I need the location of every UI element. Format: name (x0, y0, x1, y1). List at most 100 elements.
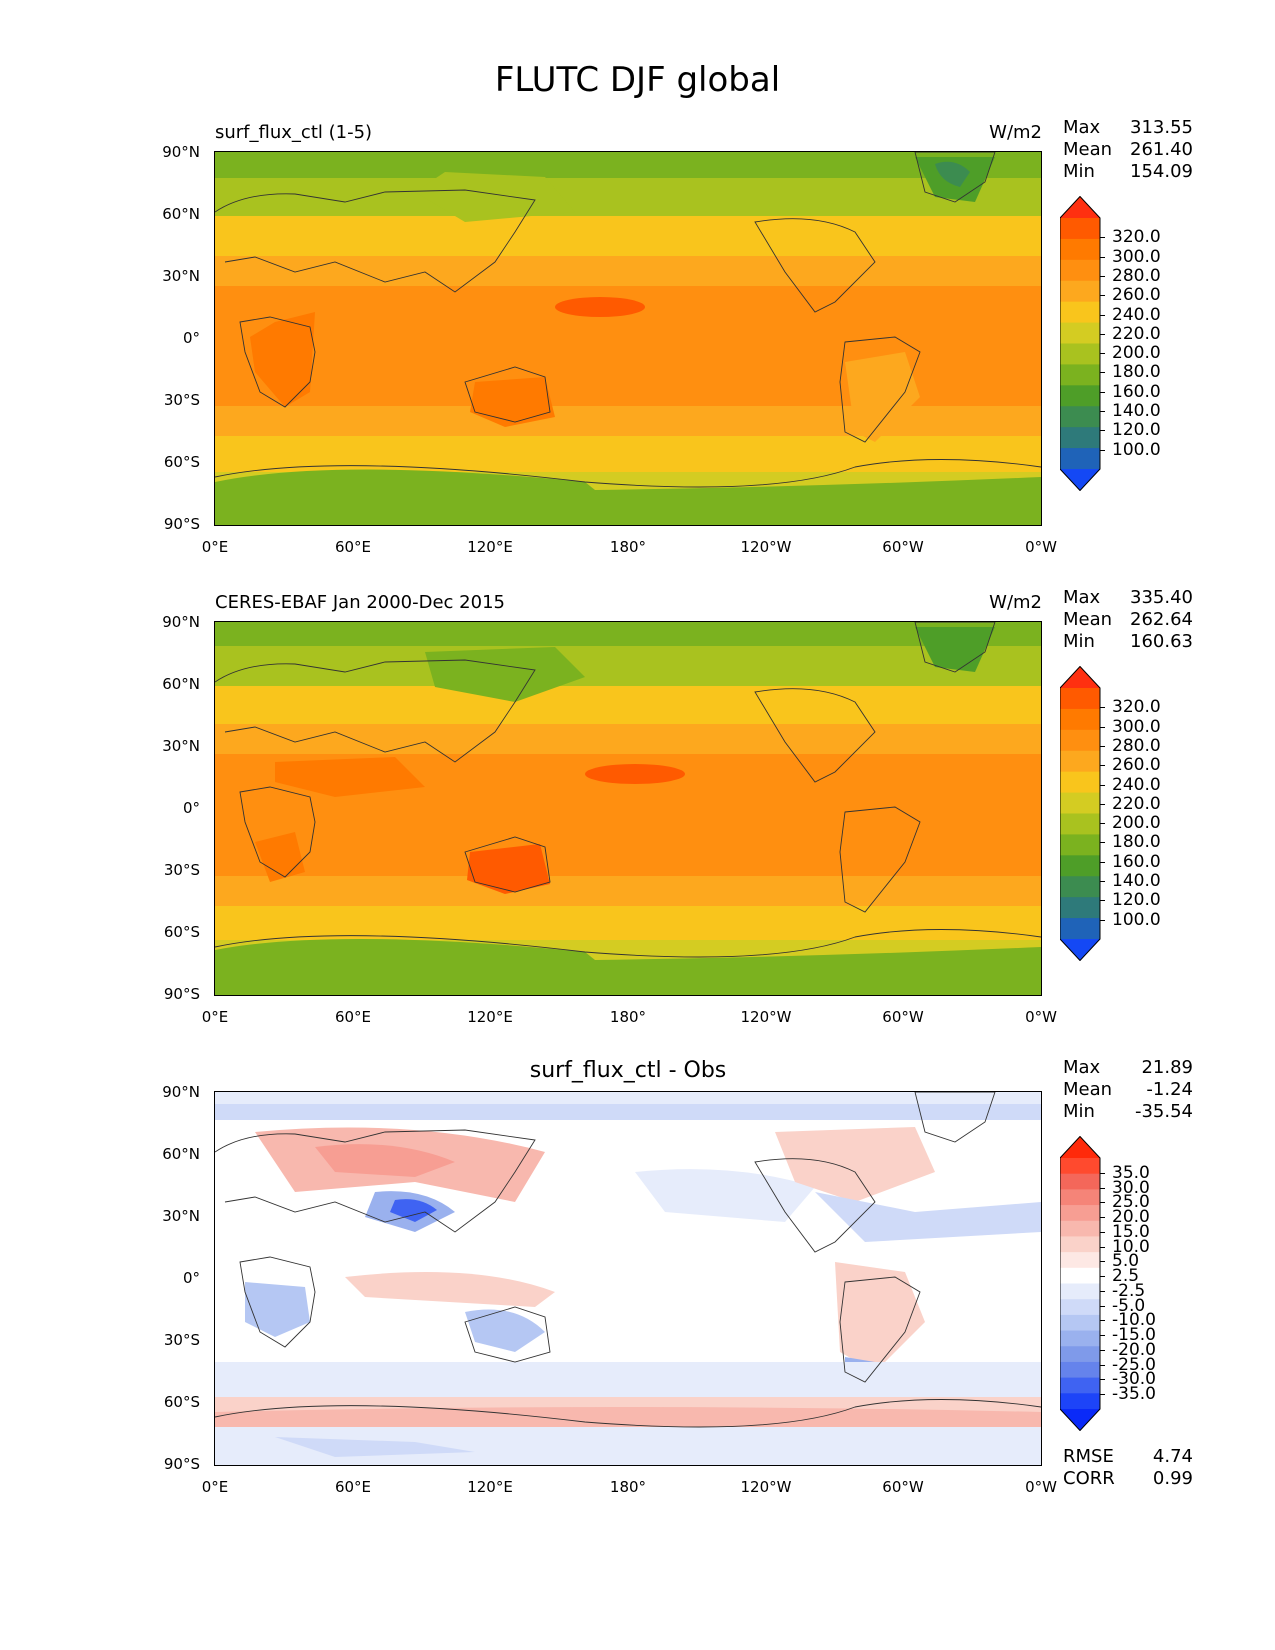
colorbar-tick-label: 160.0 (1112, 381, 1161, 402)
colorbar-tick-mark (1100, 803, 1105, 805)
colorbar-tick-label: 280.0 (1112, 265, 1161, 286)
colorbar-tick-label: 300.0 (1112, 246, 1161, 267)
panel3-lat-tick-60N: 60°N (162, 1145, 200, 1163)
colorbar-tick-label: -35.0 (1112, 1384, 1156, 1405)
panel1-lat-tick-0: 0° (182, 329, 200, 347)
colorbar-tick-label: 15.0 (1112, 1221, 1150, 1242)
panel1-map-field (215, 152, 1041, 525)
colorbar-tick-label: 220.0 (1112, 793, 1161, 814)
colorbar-tick-mark (1100, 900, 1105, 902)
panel2-lat-tick-90S: 90°S (163, 985, 200, 1003)
panel3-stat-corr: CORR 0.99 (1063, 1468, 1193, 1490)
stat-label: Min (1063, 1101, 1095, 1122)
colorbar-segment (1060, 406, 1100, 428)
stat-value: 262.64 (1130, 609, 1193, 630)
colorbar-tick-label: 300.0 (1112, 716, 1161, 737)
colorbar-segment (1060, 1299, 1100, 1316)
panel3-map (214, 1091, 1042, 1466)
colorbar-tick-mark (1100, 411, 1105, 413)
stat-label: Min (1063, 631, 1095, 652)
colorbar-segment (1060, 280, 1100, 303)
colorbar-tick-label: 100.0 (1112, 439, 1161, 460)
stat-value: 4.74 (1152, 1446, 1193, 1467)
colorbar-tick-mark (1100, 1246, 1105, 1248)
colorbar-outline (1060, 196, 1101, 491)
colorbar-segment (1060, 1205, 1100, 1222)
colorbar-tick-mark (1100, 295, 1105, 297)
colorbar-segment (1060, 1377, 1100, 1394)
panel1-lon-tick-180: 180° (609, 538, 647, 556)
colorbar-tick-label: -2.5 (1112, 1280, 1146, 1301)
panel1-lon-tick-120W: 120°W (740, 538, 792, 556)
colorbar-segment (1060, 218, 1100, 240)
panel3-lon-tick-180: 180° (609, 1478, 647, 1496)
colorbar-tick-mark (1100, 784, 1105, 786)
panel1-stat-max: Max 313.55 (1063, 117, 1193, 139)
colorbar-tick-label: -25.0 (1112, 1354, 1156, 1375)
colorbar-tick-mark (1100, 333, 1105, 335)
colorbar-tick-mark (1100, 707, 1105, 709)
panel1-lat-tick-90S: 90°S (163, 515, 200, 533)
panel1-lat-tick-30N: 30°N (162, 267, 200, 285)
colorbar-segment (1060, 1158, 1100, 1175)
stat-label: Max (1063, 1057, 1101, 1078)
colorbar-segment (1060, 750, 1100, 773)
panel2-lon-tick-0W: 0°W (1025, 1008, 1057, 1026)
stat-label: Min (1063, 161, 1095, 182)
panel2-units: W/m2 (989, 592, 1042, 613)
panel3-stat-mean: Mean -1.24 (1063, 1079, 1193, 1101)
panel1-lat-tick-60N: 60°N (162, 205, 200, 223)
colorbar-bottom-extension (1060, 469, 1100, 491)
colorbar-segment (1060, 1173, 1100, 1190)
colorbar-tick-mark (1100, 1261, 1105, 1263)
colorbar-tick-label: 240.0 (1112, 774, 1161, 795)
colorbar-tick-mark (1100, 1187, 1105, 1189)
colorbar-bottom-extension (1060, 1409, 1100, 1431)
stat-label: RMSE (1063, 1446, 1114, 1467)
panel1-title: surf_flux_ctl (1-5) (215, 122, 373, 143)
panel1-stat-min: Min 154.09 (1063, 161, 1193, 183)
colorbar-tick-label: 220.0 (1112, 323, 1161, 344)
colorbar-tick-mark (1100, 1290, 1105, 1292)
colorbar-tick-label: 180.0 (1112, 832, 1161, 853)
stat-label: Mean (1063, 1079, 1113, 1100)
colorbar-segment (1060, 918, 1100, 940)
colorbar-outline (1060, 1136, 1101, 1431)
colorbar-tick-mark (1100, 449, 1105, 451)
panel2-map (214, 621, 1042, 996)
stat-label: Max (1063, 587, 1101, 608)
colorbar-top-extension (1060, 196, 1100, 218)
colorbar-bottom-extension (1060, 939, 1100, 961)
colorbar-segment (1060, 238, 1100, 261)
colorbar-segment (1060, 301, 1100, 324)
colorbar-tick-label: 320.0 (1112, 227, 1161, 248)
panel1-lon-tick-60E: 60°E (334, 538, 372, 556)
colorbar-segment (1060, 364, 1100, 386)
panel2-stat-mean: Mean 262.64 (1063, 609, 1193, 631)
stat-label: Max (1063, 117, 1101, 138)
colorbar-tick-label: 5.0 (1112, 1251, 1140, 1272)
colorbar-tick-mark (1100, 861, 1105, 863)
colorbar-tick-label: 180.0 (1112, 362, 1161, 383)
colorbar-tick-label: 160.0 (1112, 851, 1161, 872)
colorbar-tick-label: 2.5 (1112, 1266, 1140, 1287)
panel1-lon-tick-0E: 0°E (201, 538, 229, 556)
colorbar-tick-label: 140.0 (1112, 871, 1161, 892)
colorbar-tick-label: 10.0 (1112, 1236, 1150, 1257)
panel2-lon-tick-120E: 120°E (467, 1008, 513, 1026)
colorbar-segment (1060, 855, 1100, 877)
colorbar-tick-mark (1100, 372, 1105, 374)
colorbar-tick-mark (1100, 275, 1105, 277)
colorbar-segment (1060, 1314, 1100, 1332)
colorbar-segment (1060, 1283, 1100, 1300)
panel3-map-field (215, 1092, 1041, 1465)
panel2-lon-tick-0E: 0°E (201, 1008, 229, 1026)
colorbar-segment (1060, 448, 1100, 470)
panel3-lat-tick-0: 0° (182, 1269, 200, 1287)
colorbar-tick-mark (1100, 1364, 1105, 1366)
colorbar-segment (1060, 688, 1100, 710)
colorbar-tick-label: 320.0 (1112, 697, 1161, 718)
colorbar-tick-label: 120.0 (1112, 890, 1161, 911)
colorbar-tick-label: 20.0 (1112, 1207, 1150, 1228)
panel2-lat-tick-30S: 30°S (163, 861, 200, 879)
